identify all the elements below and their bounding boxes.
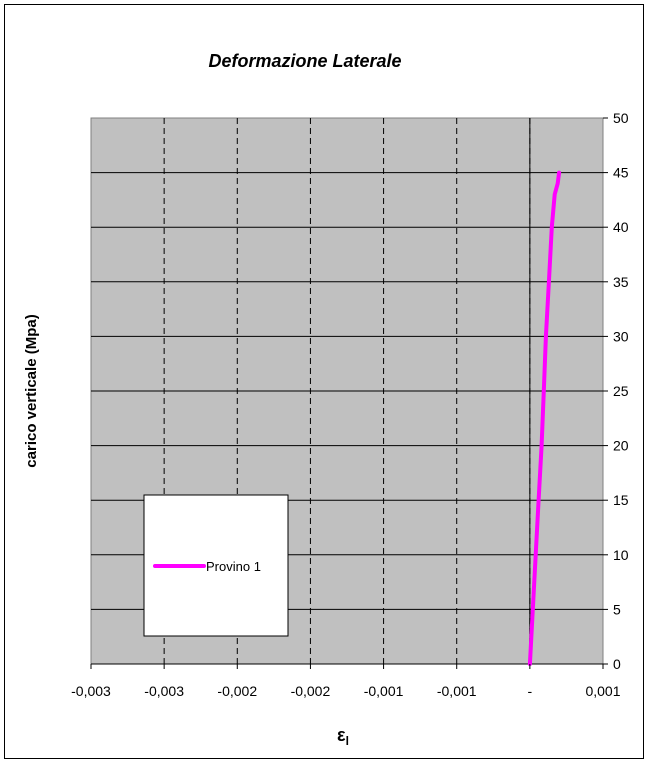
x-tick-label: -0,001 [364,683,404,699]
x-tick-label: -0,003 [71,683,111,699]
x-tick-label: -0,002 [217,683,257,699]
y-tick-label: 10 [613,547,629,563]
x-tick-label: -0,002 [291,683,331,699]
x-tick-labels: -0,003 -0,003 -0,002 -0,002 -0,001 -0,001-0,0… [71,664,621,699]
x-axis-label: εl [337,725,349,748]
y-tick-label: 50 [613,110,629,126]
y-tick-label: 30 [613,328,629,344]
y-tick-label: 40 [613,219,629,235]
chart-title: Deformazione Laterale [208,51,401,71]
y-tick-label: 25 [613,383,629,399]
y-tick-label: 45 [613,165,629,181]
y-tick-label: 35 [613,274,629,290]
chart-frame: Deformazione Laterale 0 5 10 15 20 25 30 35 40 45… [4,4,644,759]
legend: Provino 1 [144,495,288,636]
y-axis-label: carico verticale (Mpa) [23,314,40,467]
y-tick-label: 20 [613,438,629,454]
x-tick-label: -0,001 [437,683,477,699]
chart-svg: Deformazione Laterale 0 5 10 15 20 25 30 35 40 45… [5,5,645,760]
y-tick-labels: 0 5 10 15 20 25 30 35 40 45 50 [603,110,629,672]
x-tick-label: 0,001 [585,683,620,699]
y-tick-label: 5 [613,601,621,617]
y-tick-label: 15 [613,492,629,508]
legend-entry-provino-1: Provino 1 [206,559,261,574]
x-axis-label-subscript: l [346,734,349,748]
x-tick-label: -0,003 [144,683,184,699]
x-tick-label: - [528,683,533,699]
y-tick-label: 0 [613,656,621,672]
